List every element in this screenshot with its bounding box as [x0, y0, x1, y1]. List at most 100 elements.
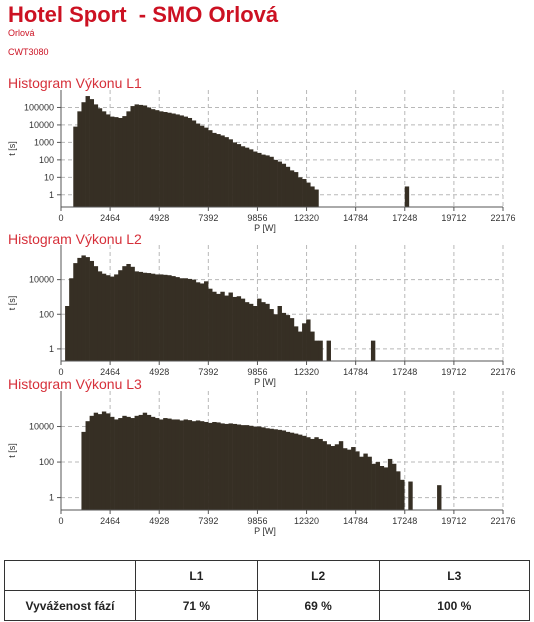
- histogram-bar: [289, 318, 295, 361]
- chart-title-l1: Histogram Výkonu L1: [8, 75, 142, 91]
- histogram-bar: [248, 149, 254, 207]
- histogram-bar: [110, 276, 115, 361]
- histogram-bar: [236, 296, 242, 361]
- histogram-bar: [285, 166, 291, 207]
- histogram-bar: [240, 298, 246, 361]
- histogram-bar: [277, 161, 282, 207]
- x-tick-label: 22176: [490, 516, 515, 526]
- histogram-bar: [191, 279, 197, 361]
- histogram-bar: [236, 424, 242, 510]
- histogram-bar: [371, 463, 376, 510]
- histogram-bar: [183, 419, 188, 510]
- y-tick-label: 10000: [29, 120, 54, 130]
- histogram-bar: [363, 453, 368, 510]
- histogram-bar: [302, 435, 307, 510]
- y-tick-label: 10: [44, 172, 54, 182]
- histogram-bar: [73, 263, 78, 361]
- histogram-bar: [269, 428, 274, 510]
- histogram-bar: [289, 432, 295, 510]
- x-tick-label: 12320: [294, 367, 319, 377]
- table-header-cell: L1: [135, 560, 258, 591]
- histogram-bar: [150, 109, 156, 207]
- histogram-bar: [175, 419, 180, 510]
- histogram-bar: [77, 111, 82, 207]
- histogram-bar: [171, 276, 176, 361]
- histogram-bar: [306, 319, 311, 361]
- histogram-bar: [396, 471, 401, 510]
- histogram-bar: [318, 340, 323, 361]
- histogram-bar: [146, 273, 152, 361]
- histogram-bar: [408, 481, 413, 510]
- y-tick-label: 1: [49, 493, 54, 503]
- histogram-bar: [69, 278, 74, 361]
- histogram-bar: [114, 274, 119, 361]
- histogram-bar: [110, 416, 115, 510]
- histogram-bar: [232, 423, 238, 510]
- histogram-bar: [89, 415, 95, 510]
- x-tick-label: 19712: [441, 516, 466, 526]
- histogram-bar: [208, 288, 213, 361]
- histogram-bar: [236, 144, 242, 207]
- histogram-bar: [310, 438, 315, 510]
- y-tick-label: 1000: [34, 137, 54, 147]
- histogram-bar: [167, 275, 172, 361]
- x-tick-label: 17248: [392, 516, 417, 526]
- histogram-bar: [183, 278, 188, 361]
- x-tick-label: 2464: [100, 213, 120, 223]
- y-tick-label: 1: [49, 344, 54, 354]
- histogram-bar: [298, 434, 303, 510]
- histogram-bar: [150, 273, 156, 361]
- histogram-bar: [134, 415, 139, 510]
- histogram-bar: [318, 438, 323, 510]
- histogram-bar: [199, 125, 205, 207]
- location-label: Orlová: [8, 28, 35, 38]
- histogram-bar: [216, 293, 221, 361]
- histogram-bar: [220, 135, 225, 207]
- histogram-bar: [359, 456, 364, 510]
- histogram-bar: [154, 274, 160, 361]
- histogram-bar: [285, 431, 291, 510]
- histogram-bar: [105, 413, 111, 510]
- histogram-bar: [85, 421, 90, 510]
- histogram-bar: [257, 298, 262, 361]
- histogram-bar: [85, 96, 90, 207]
- histogram-bar: [314, 340, 319, 361]
- histogram-bar: [138, 414, 144, 510]
- histogram-bar: [289, 170, 295, 207]
- histogram-bar: [167, 112, 172, 207]
- histogram-bar: [265, 428, 270, 510]
- histogram-bar: [355, 451, 360, 510]
- histogram-bar: [195, 282, 201, 361]
- histogram-bar: [224, 295, 229, 361]
- x-axis-label: P [W]: [254, 377, 276, 387]
- histogram-bar: [297, 331, 303, 361]
- histogram-bar: [224, 423, 229, 510]
- histogram-bar: [253, 426, 258, 510]
- histogram-bar: [171, 419, 176, 510]
- y-tick-label: 100: [39, 309, 54, 319]
- histogram-bar: [261, 154, 266, 207]
- table-cell: 69 %: [256, 590, 380, 621]
- page-title: Hotel Sport - SMO Orlová: [8, 2, 279, 27]
- table-cell: 100 %: [378, 590, 531, 621]
- histogram-bar: [220, 291, 225, 361]
- x-tick-label: 0: [58, 516, 63, 526]
- histogram-bar: [228, 292, 233, 361]
- histogram-bar: [285, 315, 291, 361]
- histogram-bar: [179, 278, 184, 361]
- histogram-bar: [387, 458, 393, 510]
- histogram-bar: [370, 340, 376, 361]
- histogram-bar: [220, 423, 225, 510]
- histogram-bar: [314, 189, 319, 207]
- phase-balance-table: L1 L2 L3 Vyváženost fází 71 % 69 % 100 %: [4, 560, 531, 621]
- histogram-bar: [232, 142, 238, 207]
- histogram-bar: [375, 462, 381, 510]
- histogram-bar: [105, 275, 111, 361]
- y-tick-label: 1: [49, 190, 54, 200]
- x-tick-label: 12320: [294, 213, 319, 223]
- table-row: Vyváženost fází 71 % 69 % 100 %: [4, 590, 531, 621]
- histogram-bar: [326, 340, 331, 361]
- histogram-bar: [118, 117, 123, 207]
- histogram-bar: [142, 105, 148, 207]
- histogram-bar: [130, 418, 135, 510]
